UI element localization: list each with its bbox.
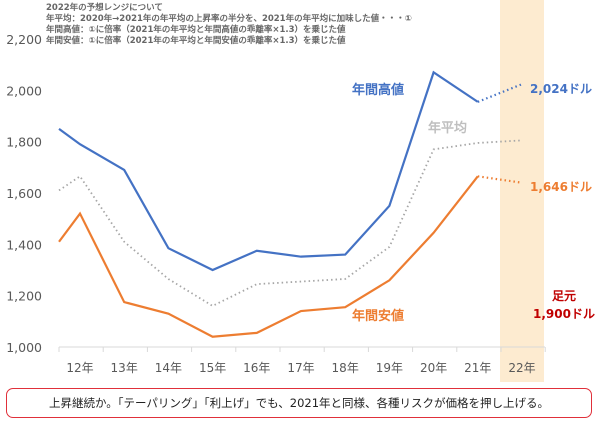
summary-text: 上昇継続か。「テーパリング」「利上げ」でも、2021年と同様、各種リスクが価格を… [48,396,550,410]
y-tick-label: 1,400 [6,237,42,252]
series-line-1 [58,139,523,307]
notes-line-average: 年平均：2020年→2021年の年平均の上昇率の半分を、2021年の年平均に加味… [46,14,412,24]
x-tick-label: 18年 [332,361,359,375]
x-tick-label: 22年 [508,361,535,375]
series-line-2 [58,175,479,338]
low-forecast-label: 1,646ドル [530,180,592,194]
current-price-value: 1,900ドル [533,307,595,321]
y-tick-label: 1,200 [6,289,42,304]
series-label-average: 年平均 [428,121,468,136]
notes-line-high: 年間高値：①に倍率（2021年の年平均と年間高値の乖離率×1.3）を乗じた値 [46,25,346,35]
notes-title: 2022年の予想レンジについて [46,3,163,13]
y-tick-label: 2,000 [6,83,42,98]
x-tick-label: 15年 [199,361,226,375]
y-tick-label: 2,200 [6,32,42,47]
series-forecast-2 [477,175,523,184]
x-tick-label: 13年 [111,361,138,375]
current-price-label: 足元 [552,289,577,303]
summary-box: 上昇継続か。「テーパリング」「利上げ」でも、2021年と同様、各種リスクが価格を… [6,388,592,418]
x-tick-label: 14年 [155,361,182,375]
highlight-band [500,0,544,382]
x-tick-label: 16年 [243,361,270,375]
series-line-0 [58,70,479,272]
series-label-high: 年間高値 [352,83,405,98]
series-label-low: 年間安値 [352,309,405,324]
line-chart: 12年 13年 14年 15年 16年 17年 18年 19年 20年 21年 22年 1,000 1,… [6,0,546,382]
series-forecast-0 [477,83,523,103]
y-tick-label: 1,600 [6,186,42,201]
x-tick-label: 12年 [66,361,93,375]
x-tick-label: 20年 [420,361,447,375]
notes-line-low: 年間安値：①に倍率（2021年の年平均と年間安値の乖離率×1.3）を乗じた値 [46,36,346,46]
y-tick-label: 1,000 [6,340,42,355]
x-tick-label: 19年 [376,361,403,375]
x-tick-label: 17年 [287,361,314,375]
high-forecast-label: 2,024ドル [530,82,592,96]
forecast-notes: 2022年の予想レンジについて 年平均：2020年→2021年の年平均の上昇率の… [46,3,412,47]
x-tick-label: 21年 [464,361,491,375]
y-tick-label: 1,800 [6,135,42,150]
